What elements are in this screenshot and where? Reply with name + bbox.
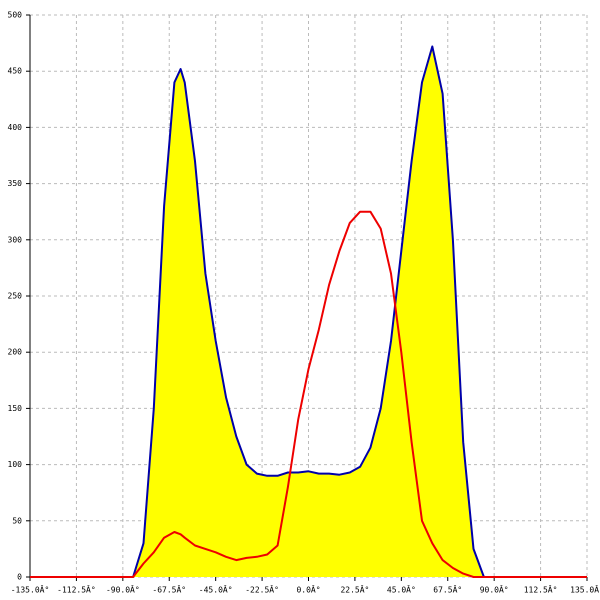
y-tick-label: 250 [8, 292, 23, 301]
y-tick-label: 50 [12, 516, 22, 525]
x-tick-label: -112.5Â° [57, 584, 96, 595]
line [30, 210, 587, 578]
x-tick-label: -135.0Â° [11, 584, 50, 595]
x-tick-label: 22.5Â° [340, 584, 369, 595]
x-tick-label: -67.5Â° [152, 584, 186, 595]
y-tick-label: 400 [8, 123, 23, 132]
x-tick-label: 112.5Â° [524, 584, 558, 595]
x-tick-label: 45.0Â° [387, 584, 416, 595]
y-tick-label: 500 [8, 11, 23, 20]
x-tick-label: 67.5Â° [433, 584, 462, 595]
x-tick-label: -45.0Â° [199, 584, 233, 595]
y-tick-label: 300 [8, 235, 23, 244]
x-tick-label: -90.0Â° [106, 584, 140, 595]
x-tick-label: 0.0Â° [296, 584, 320, 595]
y-tick-label: 450 [8, 67, 23, 76]
y-tick-label: 350 [8, 179, 23, 188]
y-tick-label: 100 [8, 460, 23, 469]
y-tick-label: 200 [8, 348, 23, 357]
y-tick-label: 0 [17, 573, 22, 582]
y-tick-label: 150 [8, 404, 23, 413]
x-tick-label: -22.5Â° [245, 584, 279, 595]
line [30, 45, 587, 578]
x-tick-label: 90.0Â° [480, 584, 509, 595]
x-tick-label: 135.0Â° [570, 584, 600, 595]
